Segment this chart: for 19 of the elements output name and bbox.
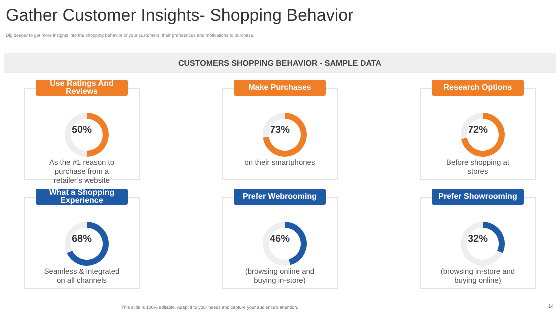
donut-slice (461, 113, 505, 157)
chart-title: Make Purchases (234, 80, 326, 96)
chart-title: What a Shopping Experience (36, 188, 128, 205)
text: 68% (72, 234, 92, 245)
text: 73% (270, 125, 290, 136)
text: Gather Customer Insights- Shopping Behavior (6, 6, 354, 26)
text: 50% (72, 125, 92, 136)
chart-title: Prefer Webrooming (234, 189, 326, 205)
chart-title: Prefer Showrooming (432, 189, 524, 205)
text: 46% (270, 234, 290, 245)
chart-title: Research Options (432, 80, 524, 96)
text: 72% (468, 125, 488, 136)
chart-title: Use Ratings And Reviews (36, 79, 128, 96)
donut-slice (67, 222, 109, 266)
text: CUSTOMERS SHOPPING BEHAVIOR - SAMPLE DATA (4, 53, 556, 73)
text: 32% (468, 234, 488, 245)
donut-slice (461, 222, 503, 266)
donut-slice (263, 113, 307, 157)
donut-slice (263, 222, 290, 266)
